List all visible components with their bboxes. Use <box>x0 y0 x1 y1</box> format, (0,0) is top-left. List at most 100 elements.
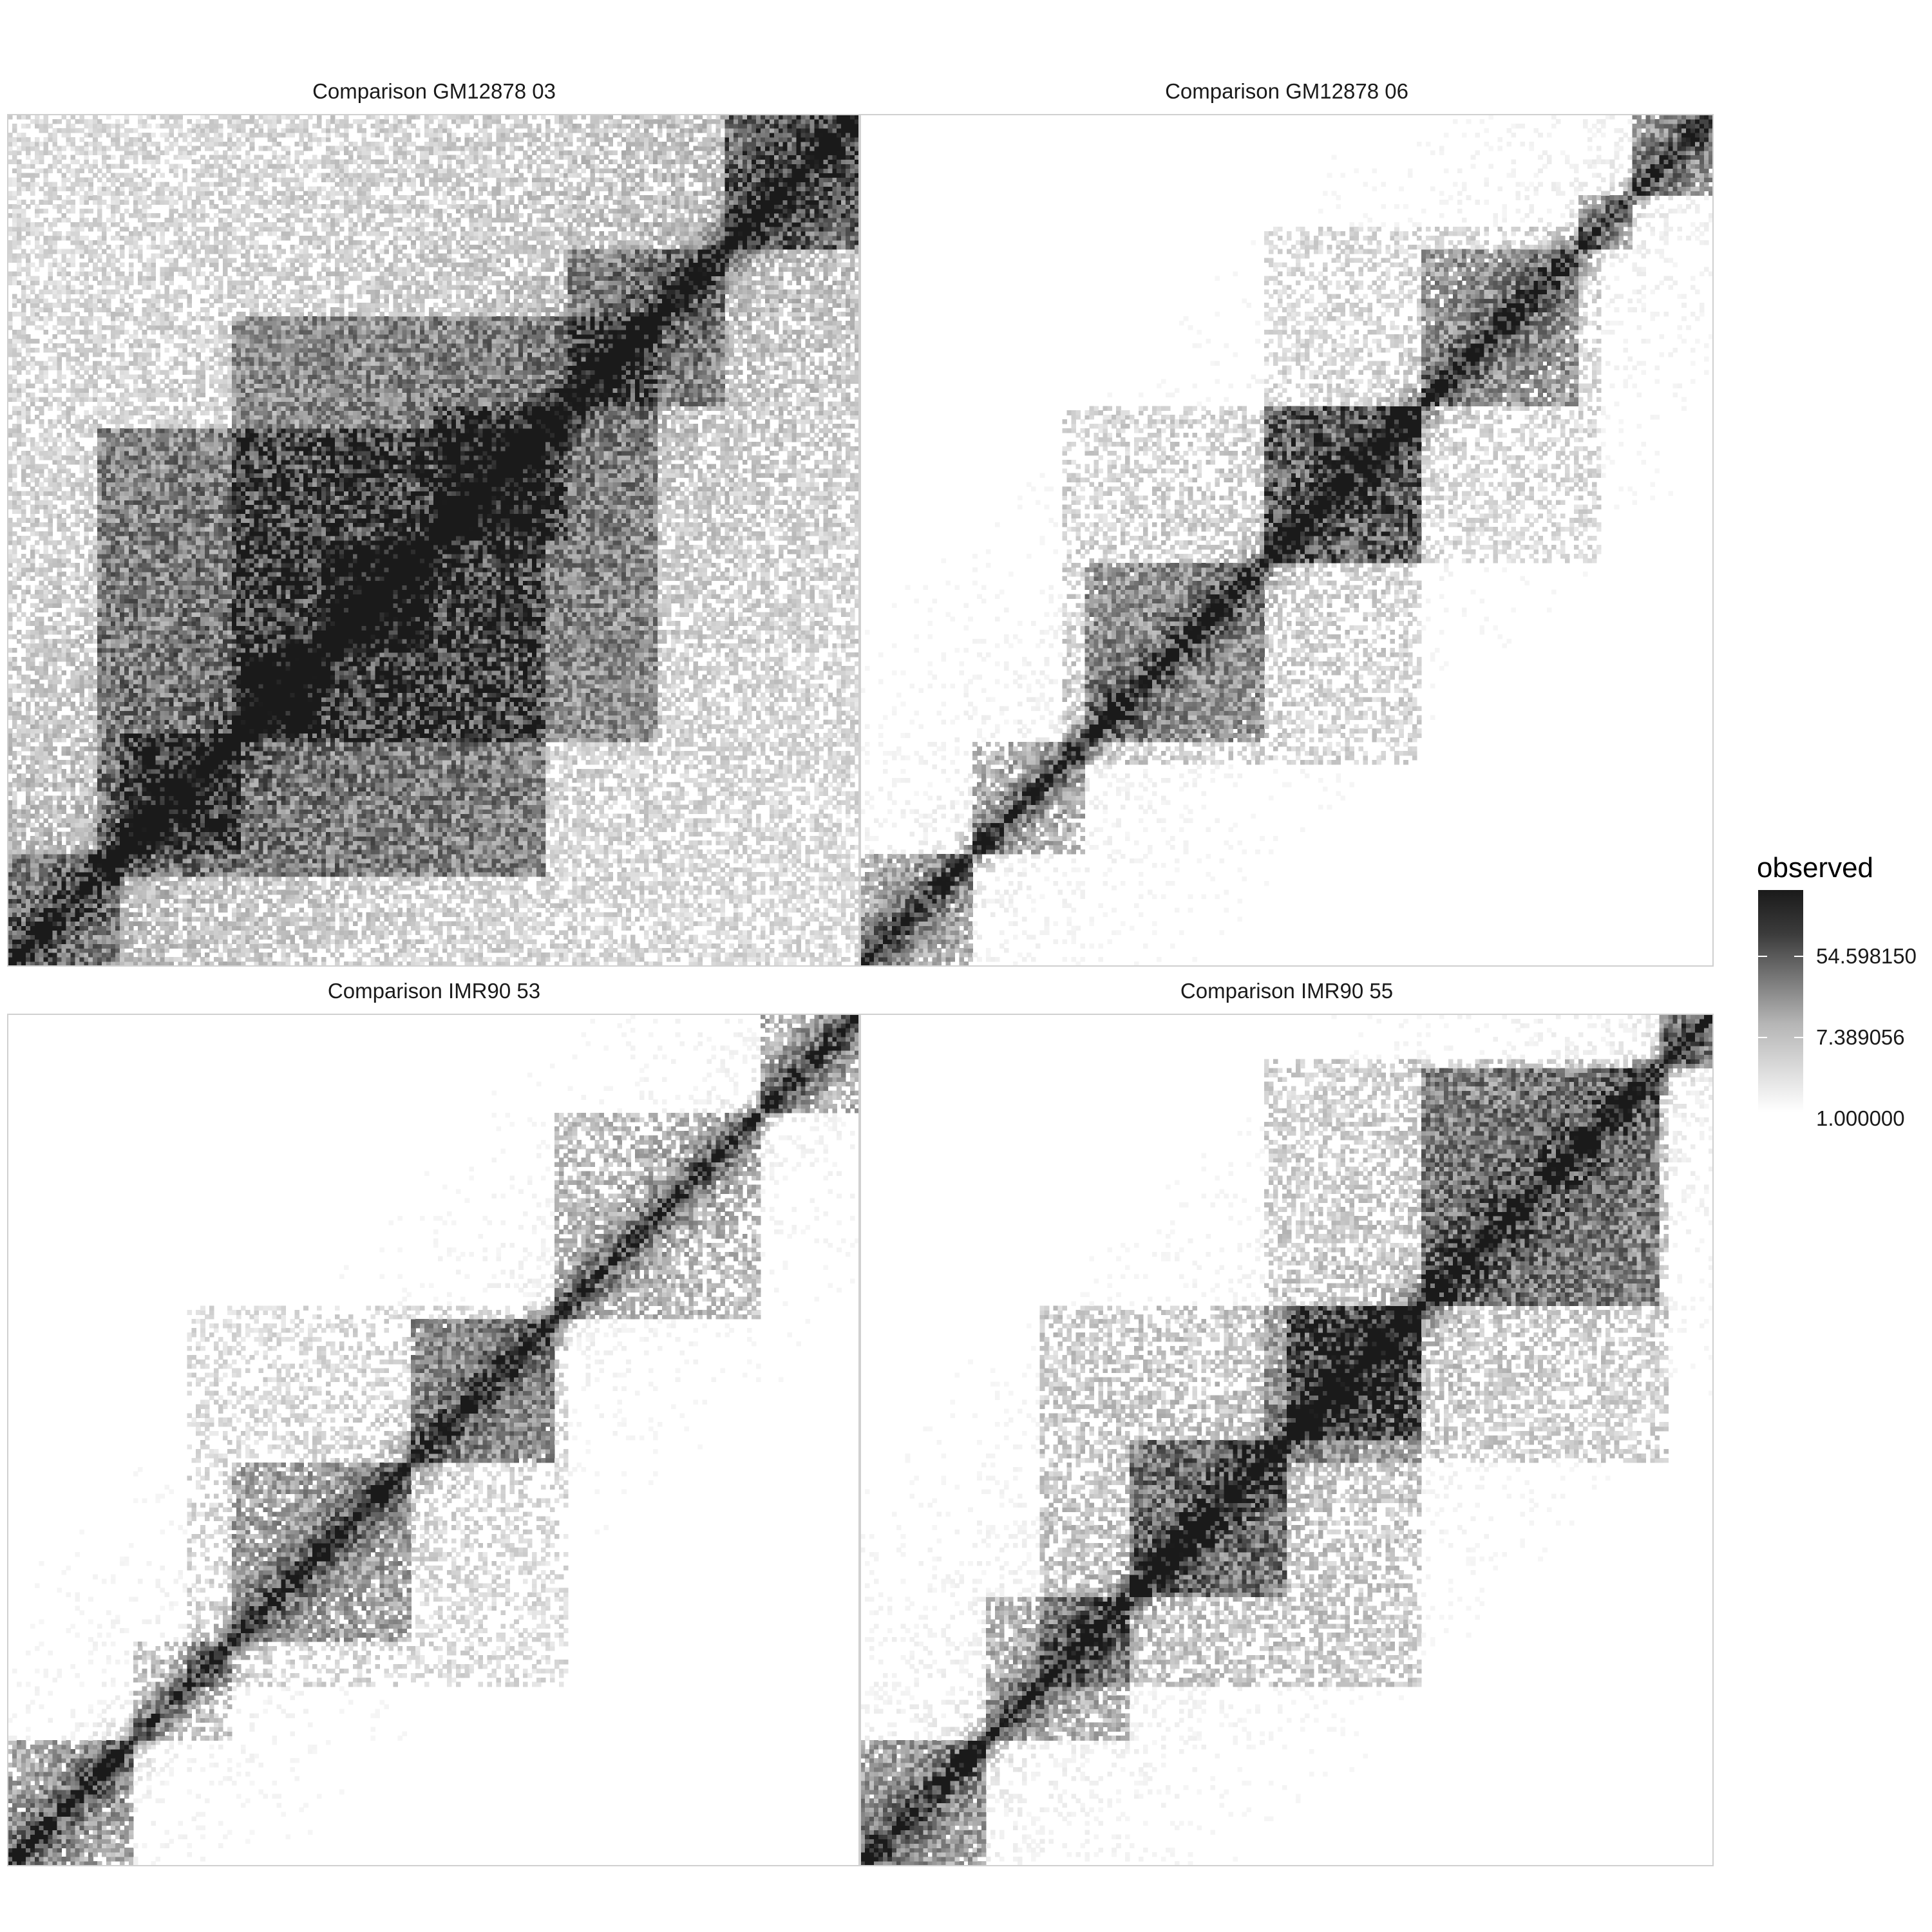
heatmap-cell <box>335 957 340 962</box>
heatmap-cell <box>12 160 17 165</box>
heatmap-cell <box>8 697 13 703</box>
heatmap-cell <box>424 957 430 962</box>
heatmap-cell <box>8 872 13 877</box>
heatmap-cell <box>12 818 17 823</box>
heatmap-cell <box>12 755 17 761</box>
heatmap-cell <box>12 222 17 227</box>
heatmap-cell <box>694 957 699 962</box>
heatmap-cell <box>841 957 846 962</box>
heatmap-cell <box>12 218 17 223</box>
heatmap-cell <box>12 567 17 573</box>
heatmap-cell <box>12 442 17 447</box>
heatmap-cell <box>12 585 17 591</box>
heatmap-cell <box>12 424 17 429</box>
heatmap-cell <box>205 957 210 962</box>
heatmap-panel-1 <box>8 115 860 967</box>
heatmap-cell <box>8 791 13 797</box>
heatmap-cell <box>12 908 17 913</box>
heatmap-cell <box>12 451 17 456</box>
heatmap-cell <box>12 684 17 689</box>
heatmap-cell <box>12 952 17 958</box>
heatmap-cell <box>156 957 161 962</box>
heatmap-cell <box>577 957 582 962</box>
heatmap-cell <box>21 952 26 958</box>
heatmap-cell <box>151 957 156 962</box>
heatmap-cell <box>75 957 80 962</box>
heatmap-cell <box>8 446 13 451</box>
heatmap-cell <box>8 388 13 393</box>
heatmap-cell <box>411 957 416 962</box>
heatmap-cell <box>8 858 13 864</box>
heatmap-cell <box>12 410 17 415</box>
heatmap-cell <box>8 916 13 922</box>
heatmap-cell <box>39 957 44 962</box>
heatmap-cell <box>12 742 17 747</box>
heatmap-cell <box>8 428 13 433</box>
heatmap-cell <box>17 939 22 944</box>
heatmap-cell <box>8 527 13 532</box>
heatmap-cell <box>12 168 17 173</box>
heatmap-cell <box>8 876 13 882</box>
heatmap-cell <box>8 231 13 236</box>
heatmap-cell <box>734 957 739 962</box>
heatmap-cell <box>165 957 170 962</box>
heatmap-cell <box>8 491 13 496</box>
heatmap-cell <box>250 957 255 962</box>
heatmap-cell <box>12 719 17 724</box>
heatmap-cell <box>639 957 645 962</box>
heatmap-cell <box>8 415 13 420</box>
heatmap-cell <box>8 455 13 460</box>
heatmap-cell <box>8 818 13 823</box>
heatmap-cell <box>12 831 17 837</box>
heatmap-cell <box>626 957 631 962</box>
heatmap-cell <box>12 867 17 873</box>
heatmap-cell <box>12 549 17 554</box>
heatmap-cell <box>8 554 13 559</box>
heatmap-cell <box>8 272 13 277</box>
heatmap-cell <box>8 245 13 250</box>
heatmap-cell <box>12 343 17 348</box>
heatmap-cell <box>8 688 13 694</box>
heatmap-cell <box>8 943 13 949</box>
heatmap-cell <box>93 957 98 962</box>
heatmap-cell <box>8 701 13 706</box>
heatmap-cell <box>8 469 13 474</box>
heatmap-cell <box>8 204 13 209</box>
heatmap-cell <box>8 585 13 591</box>
heatmap-cells <box>8 115 860 967</box>
heatmap-cell <box>8 921 13 926</box>
heatmap-cell <box>12 913 17 918</box>
heatmap-cell <box>8 316 13 321</box>
heatmap-cell <box>12 137 17 142</box>
heatmap-cell <box>429 957 434 962</box>
heatmap-cell <box>357 957 363 962</box>
heatmap-cell <box>8 952 13 958</box>
heatmap-cell <box>61 957 66 962</box>
heatmap-cell <box>447 957 452 962</box>
facet-title-4: Comparison IMR90 55 <box>1180 979 1393 1003</box>
heatmap-cell <box>12 934 17 940</box>
heatmap-cell <box>8 195 13 200</box>
heatmap-cell <box>8 769 13 774</box>
heatmap-cell <box>8 598 13 603</box>
heatmap-cell <box>8 607 13 612</box>
heatmap-cell <box>8 151 13 156</box>
heatmap-cell <box>321 957 327 962</box>
heatmap-cell <box>124 957 129 962</box>
heatmap-cell <box>8 522 13 527</box>
heatmap-cell <box>8 800 13 806</box>
heatmap-cell <box>8 661 13 667</box>
heatmap-cell <box>79 957 84 962</box>
heatmap-cell <box>8 240 13 245</box>
heatmap-cell <box>12 840 17 846</box>
heatmap-cell <box>460 957 466 962</box>
heatmap-cell <box>44 952 49 958</box>
heatmap-cell <box>12 195 17 200</box>
heatmap-cell <box>8 836 13 841</box>
heatmap-cell <box>12 177 17 182</box>
heatmap-cell <box>12 948 17 953</box>
heatmap-cell <box>711 957 716 962</box>
heatmap-cell <box>12 657 17 662</box>
heatmap-cell <box>527 957 533 962</box>
heatmap-cell <box>8 908 13 913</box>
